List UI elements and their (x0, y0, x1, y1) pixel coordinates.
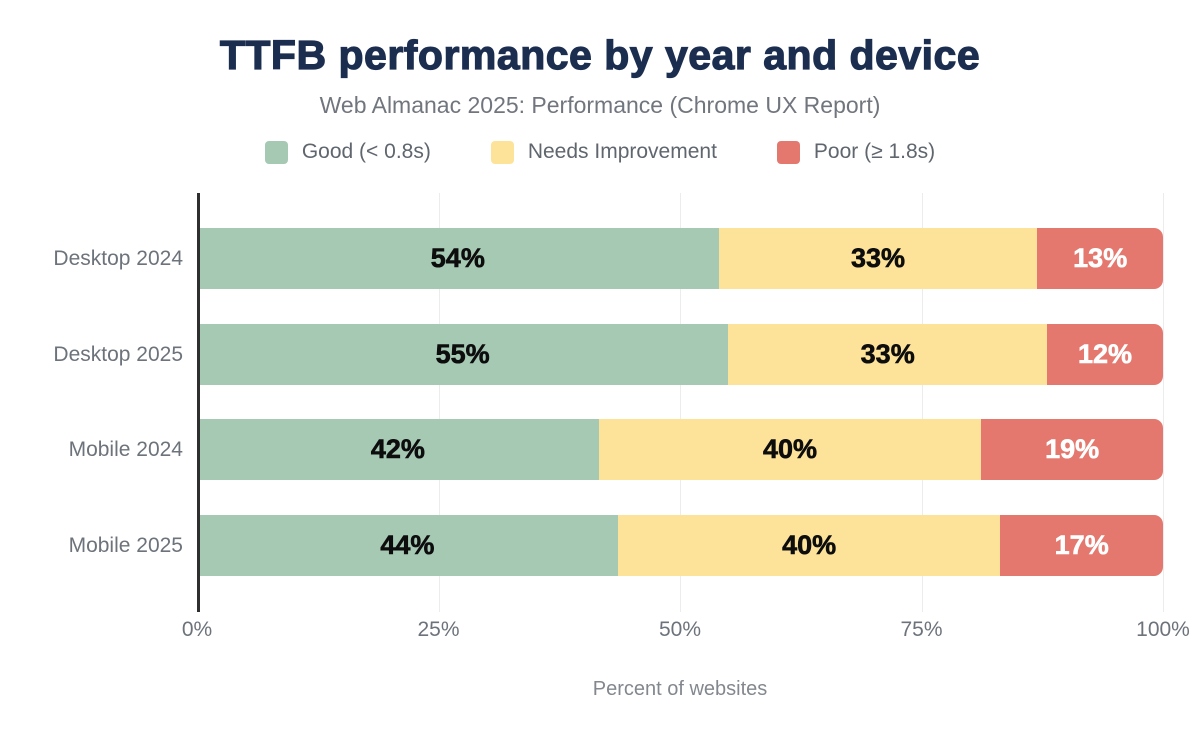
bar-segment-good: 54% (197, 228, 719, 289)
x-tick-label-25: 25% (417, 618, 460, 641)
segment-value-label: 44% (380, 529, 435, 561)
stacked-bar: 54% 33% 13% (197, 228, 1163, 289)
segment-value-label: 33% (850, 243, 906, 274)
segment-value-label: 13% (1073, 243, 1128, 274)
gridline-100 (1163, 193, 1164, 612)
bar-segment-needs: 33% (718, 228, 1038, 289)
segment-value-label: 12% (1077, 338, 1133, 369)
bar-segment-good: 55% (197, 323, 729, 385)
x-axis-title: Percent of websites (592, 678, 768, 700)
stacked-bar: 55% 33% 12% (197, 323, 1163, 385)
bar-rows: Desktop 2024 54% 33% 13% Desktop 2025 55% 33% 1… (53, 228, 1163, 576)
bar-segment-poor: 12% (1047, 323, 1163, 385)
segment-value-label: 17% (1054, 529, 1109, 561)
legend-label: Needs Improvement (527, 140, 717, 163)
segment-value-label: 42% (370, 434, 426, 465)
gridline-50 (680, 193, 681, 612)
gridline-75 (921, 193, 923, 612)
segment-value-label: 55% (435, 338, 490, 369)
chart-subtitle: Web Almanac 2025: Performance (Chrome UX… (319, 92, 881, 118)
category-label: Mobile 2025 (68, 533, 183, 557)
bar-segment-poor: 17% (1000, 514, 1163, 576)
bar-segment-needs: 33% (728, 323, 1048, 385)
x-tick-label-75: 75% (900, 618, 943, 641)
legend-item-0: Good (< 0.8s) (264, 140, 431, 164)
segment-value-label: 33% (860, 338, 915, 369)
bar-segment-needs: 40% (617, 514, 1001, 576)
legend-swatch-icon (776, 140, 800, 164)
segment-value-label: 40% (762, 434, 818, 465)
plot-area: Desktop 2024 54% 33% 13% Desktop 2025 55% 33% 1… (53, 193, 1164, 612)
legend-item-1: Needs Improvement (490, 140, 717, 164)
legend-swatch-icon (264, 140, 288, 164)
bar-segment-good: 44% (197, 514, 618, 576)
bar-row-mobile-2025: Mobile 2025 44% 40% 17% (69, 514, 1163, 576)
x-tick-label-50: 50% (658, 618, 702, 641)
bar-segment-needs: 40% (598, 419, 982, 481)
stacked-bar: 44% 40% 17% (197, 514, 1163, 576)
legend-label: Poor (≥ 1.8s) (813, 140, 936, 163)
chart-title: TTFB performance by year and device (219, 31, 981, 78)
legend-item-2: Poor (≥ 1.8s) (776, 140, 936, 164)
legend-label: Good (< 0.8s) (301, 140, 431, 163)
bar-row-mobile-2024: Mobile 2024 42% 40% 19% (69, 419, 1163, 481)
x-axis-ticks: 0% 25% 50% 75% 100% (182, 618, 1190, 646)
segment-value-label: 40% (782, 529, 837, 561)
bar-row-desktop-2024: Desktop 2024 54% 33% 13% (53, 228, 1163, 289)
chart-legend: Good (< 0.8s) Needs Improvement Poor (≥ 1.… (0, 140, 1200, 164)
y-axis-line (197, 193, 200, 612)
legend-swatch-icon (490, 140, 514, 164)
category-label: Mobile 2024 (68, 438, 183, 462)
bar-segment-good: 42% (197, 419, 599, 481)
bar-segment-poor: 19% (981, 419, 1163, 481)
bar-segment-poor: 13% (1037, 228, 1163, 289)
stacked-bar: 42% 40% 19% (197, 419, 1163, 481)
segment-value-label: 54% (430, 243, 485, 274)
gridline-25 (438, 193, 440, 612)
category-label: Desktop 2025 (53, 342, 183, 366)
category-label: Desktop 2024 (53, 247, 183, 270)
segment-value-label: 19% (1045, 434, 1100, 465)
bar-row-desktop-2025: Desktop 2025 55% 33% 12% (53, 323, 1163, 385)
x-tick-label-100: 100% (1136, 618, 1190, 641)
x-tick-label-0: 0% (181, 618, 213, 641)
